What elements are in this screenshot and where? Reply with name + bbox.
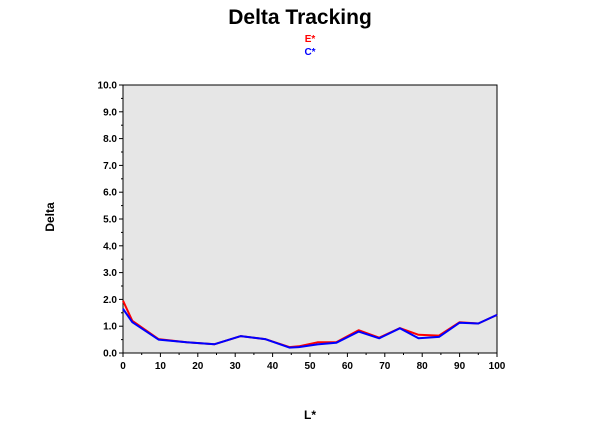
y-tick-label: 0.0	[103, 349, 117, 360]
y-tick-label: 2.0	[103, 295, 117, 306]
x-axis-label: L*	[304, 408, 316, 422]
legend-entry-e: E*	[304, 34, 316, 45]
x-tick-label: 40	[267, 361, 279, 372]
x-tick-label: 0	[120, 361, 126, 372]
y-tick-label: 8.0	[103, 134, 117, 145]
chart-title: Delta Tracking	[228, 6, 372, 29]
x-tick-label: 80	[417, 361, 429, 372]
x-tick-label: 20	[192, 361, 204, 372]
x-tick-label: 90	[454, 361, 466, 372]
y-tick-label: 9.0	[103, 107, 117, 118]
x-tick-label: 60	[342, 361, 354, 372]
y-tick-label: 5.0	[103, 215, 117, 226]
y-tick-label: 3.0	[103, 268, 117, 279]
plot-background	[122, 84, 498, 354]
y-tick-label: 6.0	[103, 188, 117, 199]
y-tick-label: 7.0	[103, 161, 117, 172]
y-tick-label: 4.0	[103, 241, 117, 252]
x-tick-label: 50	[304, 361, 316, 372]
x-tick-label: 100	[489, 361, 506, 372]
y-tick-label: 1.0	[103, 322, 117, 333]
y-tick-label: 10.0	[98, 81, 118, 92]
legend-entry-c: C*	[304, 47, 316, 58]
series-line-c	[122, 308, 498, 349]
x-tick-label: 70	[379, 361, 391, 372]
x-tick-label: 10	[155, 361, 167, 372]
x-tick-label: 30	[230, 361, 242, 372]
